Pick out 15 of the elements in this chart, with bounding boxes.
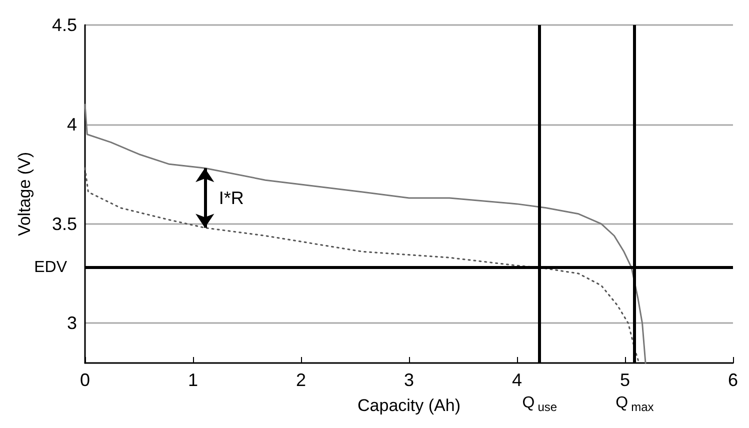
x-tick-label: 4 <box>512 370 522 390</box>
annotation: I*R <box>218 188 244 208</box>
y-tick-label: 3 <box>66 313 77 334</box>
y-tick-label: 4.5 <box>52 15 77 35</box>
x-tick-label: 3 <box>404 370 414 390</box>
x-tick-label: 5 <box>620 370 630 390</box>
ref-line-label: EDV <box>34 259 68 276</box>
y-tick-label: 4 <box>66 114 77 134</box>
x-tick-label: 2 <box>296 370 306 390</box>
x-tick-label: 1 <box>188 370 198 390</box>
y-axis-title: Voltage (V) <box>15 152 34 236</box>
x-axis-title: Capacity (Ah) <box>358 396 460 415</box>
x-tick-label: 6 <box>728 370 738 390</box>
x-tick-label: 0 <box>80 370 90 390</box>
y-tick-label: 3.5 <box>52 214 77 234</box>
